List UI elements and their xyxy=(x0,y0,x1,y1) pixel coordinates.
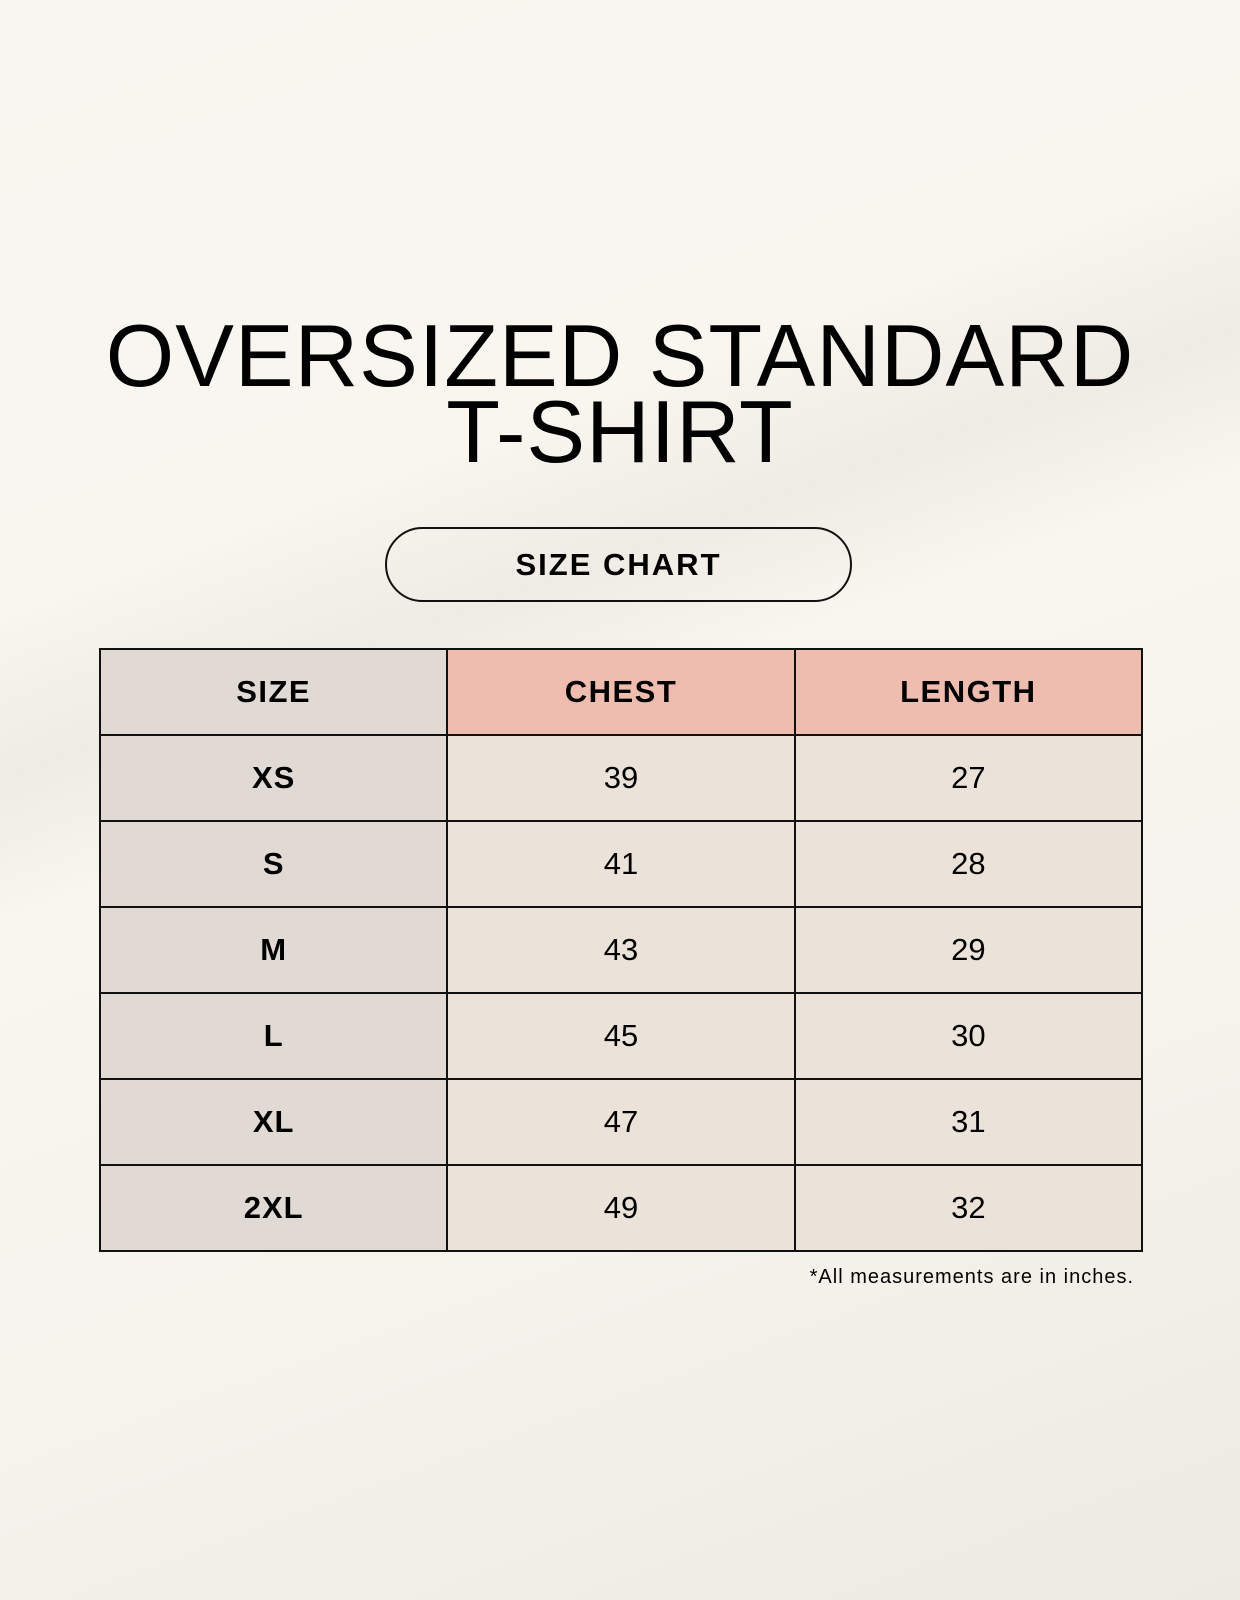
cell-size: XL xyxy=(98,1078,449,1166)
table-row: 2XL 49 32 xyxy=(98,1164,1144,1252)
cell-chest: 39 xyxy=(446,734,796,822)
table-row: XL 47 31 xyxy=(98,1078,1144,1166)
cell-chest: 47 xyxy=(446,1078,796,1166)
cell-chest: 41 xyxy=(446,820,796,908)
cell-size: S xyxy=(98,820,449,908)
table-row: L 45 30 xyxy=(98,992,1144,1080)
table-header-row: SIZE CHEST LENGTH xyxy=(98,648,1144,736)
table-row: M 43 29 xyxy=(98,906,1144,994)
cell-length: 27 xyxy=(793,734,1144,822)
table-row: XS 39 27 xyxy=(98,734,1144,822)
cell-length: 30 xyxy=(793,992,1144,1080)
header-chest: CHEST xyxy=(446,648,796,736)
cell-length: 31 xyxy=(793,1078,1144,1166)
cell-size: XS xyxy=(98,734,449,822)
cell-chest: 43 xyxy=(446,906,796,994)
title-line-1: OVERSIZED STANDARD xyxy=(105,306,1135,405)
header-length: LENGTH xyxy=(793,648,1144,736)
cell-length: 32 xyxy=(793,1164,1144,1252)
size-chart-badge: SIZE CHART xyxy=(385,527,852,602)
cell-size: L xyxy=(98,992,449,1080)
title-line-2: T-SHIRT xyxy=(446,382,794,481)
table-row: S 41 28 xyxy=(98,820,1144,908)
size-table: SIZE CHEST LENGTH XS 39 27 S 41 28 M 43 29 L 45 30 X… xyxy=(98,648,1144,1252)
cell-length: 29 xyxy=(793,906,1144,994)
header-size: SIZE xyxy=(98,648,449,736)
cell-size: M xyxy=(98,906,449,994)
cell-chest: 45 xyxy=(446,992,796,1080)
cell-length: 28 xyxy=(793,820,1144,908)
footnote: *All measurements are in inches. xyxy=(809,1266,1134,1288)
page-title: OVERSIZED STANDARD T-SHIRT xyxy=(0,306,1240,481)
cell-chest: 49 xyxy=(446,1164,796,1252)
cell-size: 2XL xyxy=(98,1164,449,1252)
